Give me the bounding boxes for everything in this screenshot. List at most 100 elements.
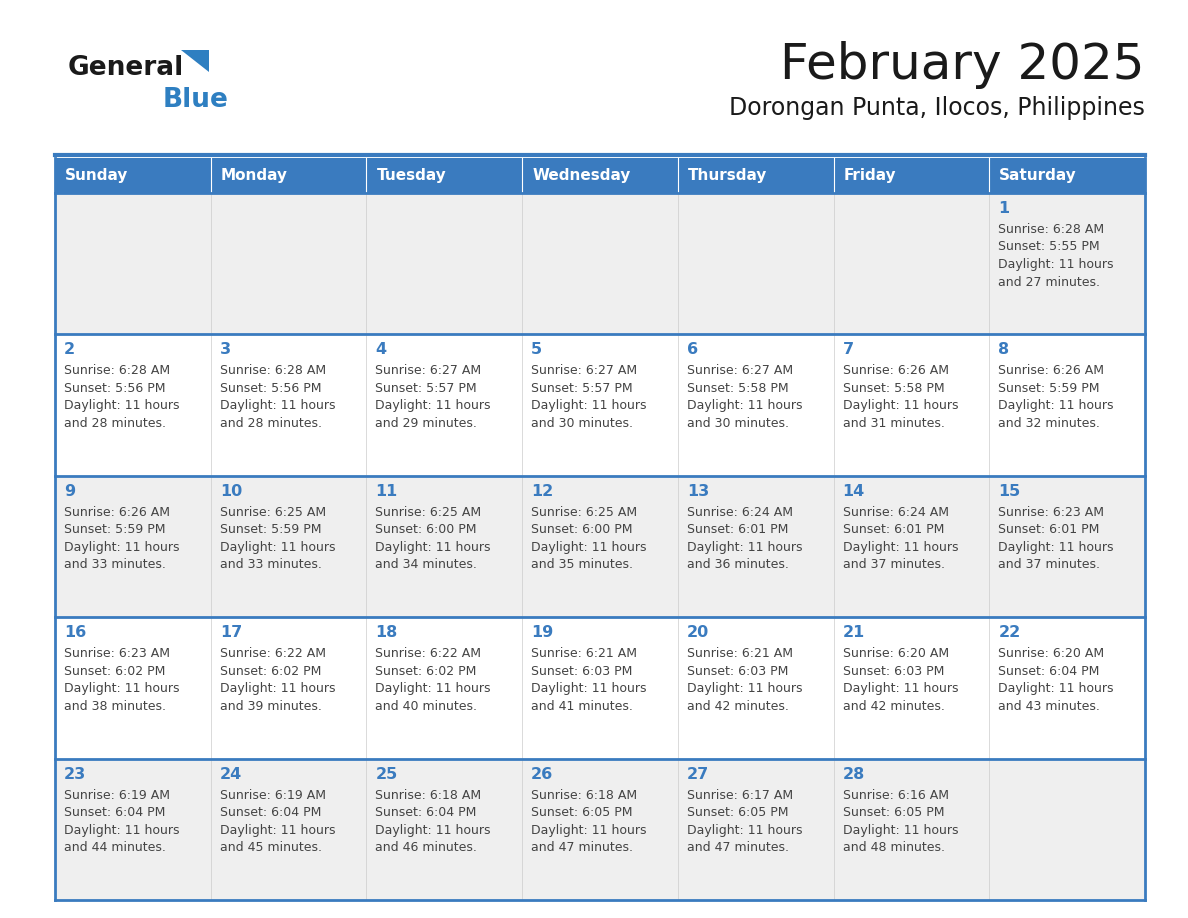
Text: Daylight: 11 hours: Daylight: 11 hours	[64, 682, 179, 695]
Text: Sunrise: 6:20 AM: Sunrise: 6:20 AM	[998, 647, 1105, 660]
Text: Daylight: 11 hours: Daylight: 11 hours	[375, 541, 491, 554]
Text: 19: 19	[531, 625, 554, 640]
Text: Daylight: 11 hours: Daylight: 11 hours	[220, 823, 335, 836]
Bar	[678, 476, 834, 617]
Text: 5: 5	[531, 342, 542, 357]
Text: Daylight: 11 hours: Daylight: 11 hours	[531, 399, 646, 412]
Text: Thursday: Thursday	[688, 168, 767, 183]
Text: and 46 minutes.: and 46 minutes.	[375, 841, 478, 854]
Text: February 2025: February 2025	[781, 41, 1145, 89]
Text: Sunset: 6:03 PM: Sunset: 6:03 PM	[842, 665, 944, 677]
Text: 8: 8	[998, 342, 1010, 357]
Text: Sunset: 5:56 PM: Sunset: 5:56 PM	[64, 382, 165, 395]
Text: Sunrise: 6:25 AM: Sunrise: 6:25 AM	[531, 506, 637, 519]
Text: Daylight: 11 hours: Daylight: 11 hours	[375, 682, 491, 695]
Text: Sunrise: 6:25 AM: Sunrise: 6:25 AM	[375, 506, 481, 519]
Text: Sunrise: 6:24 AM: Sunrise: 6:24 AM	[842, 506, 948, 519]
Bar	[990, 476, 1145, 617]
Text: Sunrise: 6:26 AM: Sunrise: 6:26 AM	[998, 364, 1105, 377]
Text: and 44 minutes.: and 44 minutes.	[64, 841, 166, 854]
Text: Sunset: 6:03 PM: Sunset: 6:03 PM	[531, 665, 632, 677]
Text: Daylight: 11 hours: Daylight: 11 hours	[998, 682, 1114, 695]
Text: Sunrise: 6:23 AM: Sunrise: 6:23 AM	[64, 647, 170, 660]
Text: Dorongan Punta, Ilocos, Philippines: Dorongan Punta, Ilocos, Philippines	[729, 96, 1145, 120]
Text: 23: 23	[64, 767, 87, 781]
Text: Daylight: 11 hours: Daylight: 11 hours	[531, 541, 646, 554]
Text: Sunrise: 6:18 AM: Sunrise: 6:18 AM	[375, 789, 481, 801]
Text: Sunrise: 6:27 AM: Sunrise: 6:27 AM	[375, 364, 481, 377]
Bar	[678, 193, 834, 334]
Text: Sunset: 6:04 PM: Sunset: 6:04 PM	[375, 806, 476, 819]
Bar	[366, 158, 523, 193]
Text: Sunrise: 6:22 AM: Sunrise: 6:22 AM	[220, 647, 326, 660]
Text: 1: 1	[998, 201, 1010, 216]
Bar	[834, 193, 990, 334]
Text: 14: 14	[842, 484, 865, 498]
Text: Sunset: 6:03 PM: Sunset: 6:03 PM	[687, 665, 788, 677]
Text: Daylight: 11 hours: Daylight: 11 hours	[842, 823, 958, 836]
Bar	[523, 476, 678, 617]
Text: Sunrise: 6:28 AM: Sunrise: 6:28 AM	[220, 364, 326, 377]
Bar	[834, 758, 990, 900]
Bar	[55, 193, 210, 334]
Text: Sunrise: 6:19 AM: Sunrise: 6:19 AM	[220, 789, 326, 801]
Text: Daylight: 11 hours: Daylight: 11 hours	[998, 399, 1114, 412]
Text: Sunrise: 6:27 AM: Sunrise: 6:27 AM	[687, 364, 792, 377]
Text: Sunrise: 6:21 AM: Sunrise: 6:21 AM	[687, 647, 792, 660]
Text: Sunrise: 6:19 AM: Sunrise: 6:19 AM	[64, 789, 170, 801]
Bar	[523, 617, 678, 758]
Text: Daylight: 11 hours: Daylight: 11 hours	[687, 541, 802, 554]
Text: and 33 minutes.: and 33 minutes.	[220, 558, 322, 571]
Text: Sunrise: 6:16 AM: Sunrise: 6:16 AM	[842, 789, 948, 801]
Bar	[366, 476, 523, 617]
Text: Daylight: 11 hours: Daylight: 11 hours	[375, 399, 491, 412]
Bar	[678, 334, 834, 476]
Text: and 42 minutes.: and 42 minutes.	[842, 700, 944, 712]
Text: 11: 11	[375, 484, 398, 498]
Text: Sunset: 5:59 PM: Sunset: 5:59 PM	[220, 523, 321, 536]
Text: Sunset: 6:00 PM: Sunset: 6:00 PM	[375, 523, 476, 536]
Text: Sunset: 6:04 PM: Sunset: 6:04 PM	[64, 806, 165, 819]
Text: and 31 minutes.: and 31 minutes.	[842, 417, 944, 430]
Text: Sunrise: 6:21 AM: Sunrise: 6:21 AM	[531, 647, 637, 660]
Text: Sunrise: 6:24 AM: Sunrise: 6:24 AM	[687, 506, 792, 519]
Text: 27: 27	[687, 767, 709, 781]
Text: 25: 25	[375, 767, 398, 781]
Text: 24: 24	[220, 767, 242, 781]
Bar	[678, 617, 834, 758]
Text: Sunrise: 6:28 AM: Sunrise: 6:28 AM	[64, 364, 170, 377]
Text: and 30 minutes.: and 30 minutes.	[531, 417, 633, 430]
Text: Sunrise: 6:25 AM: Sunrise: 6:25 AM	[220, 506, 326, 519]
Text: Sunset: 6:05 PM: Sunset: 6:05 PM	[687, 806, 789, 819]
Text: Daylight: 11 hours: Daylight: 11 hours	[531, 682, 646, 695]
Polygon shape	[181, 50, 209, 72]
Bar	[834, 334, 990, 476]
Text: and 43 minutes.: and 43 minutes.	[998, 700, 1100, 712]
Text: and 32 minutes.: and 32 minutes.	[998, 417, 1100, 430]
Bar	[523, 193, 678, 334]
Bar	[834, 617, 990, 758]
Bar	[366, 334, 523, 476]
Text: Sunset: 5:58 PM: Sunset: 5:58 PM	[842, 382, 944, 395]
Bar	[210, 617, 366, 758]
Bar	[210, 193, 366, 334]
Bar	[990, 193, 1145, 334]
Bar	[366, 617, 523, 758]
Text: Blue: Blue	[163, 87, 229, 113]
Bar	[366, 193, 523, 334]
Text: and 48 minutes.: and 48 minutes.	[842, 841, 944, 854]
Bar	[210, 758, 366, 900]
Text: 3: 3	[220, 342, 230, 357]
Text: 28: 28	[842, 767, 865, 781]
Text: and 36 minutes.: and 36 minutes.	[687, 558, 789, 571]
Text: and 37 minutes.: and 37 minutes.	[998, 558, 1100, 571]
Text: and 34 minutes.: and 34 minutes.	[375, 558, 478, 571]
Text: Daylight: 11 hours: Daylight: 11 hours	[531, 823, 646, 836]
Text: 13: 13	[687, 484, 709, 498]
Text: Sunset: 6:01 PM: Sunset: 6:01 PM	[687, 523, 788, 536]
Text: Daylight: 11 hours: Daylight: 11 hours	[687, 823, 802, 836]
Text: Daylight: 11 hours: Daylight: 11 hours	[998, 541, 1114, 554]
Text: Sunrise: 6:17 AM: Sunrise: 6:17 AM	[687, 789, 792, 801]
Text: 17: 17	[220, 625, 242, 640]
Bar	[523, 158, 678, 193]
